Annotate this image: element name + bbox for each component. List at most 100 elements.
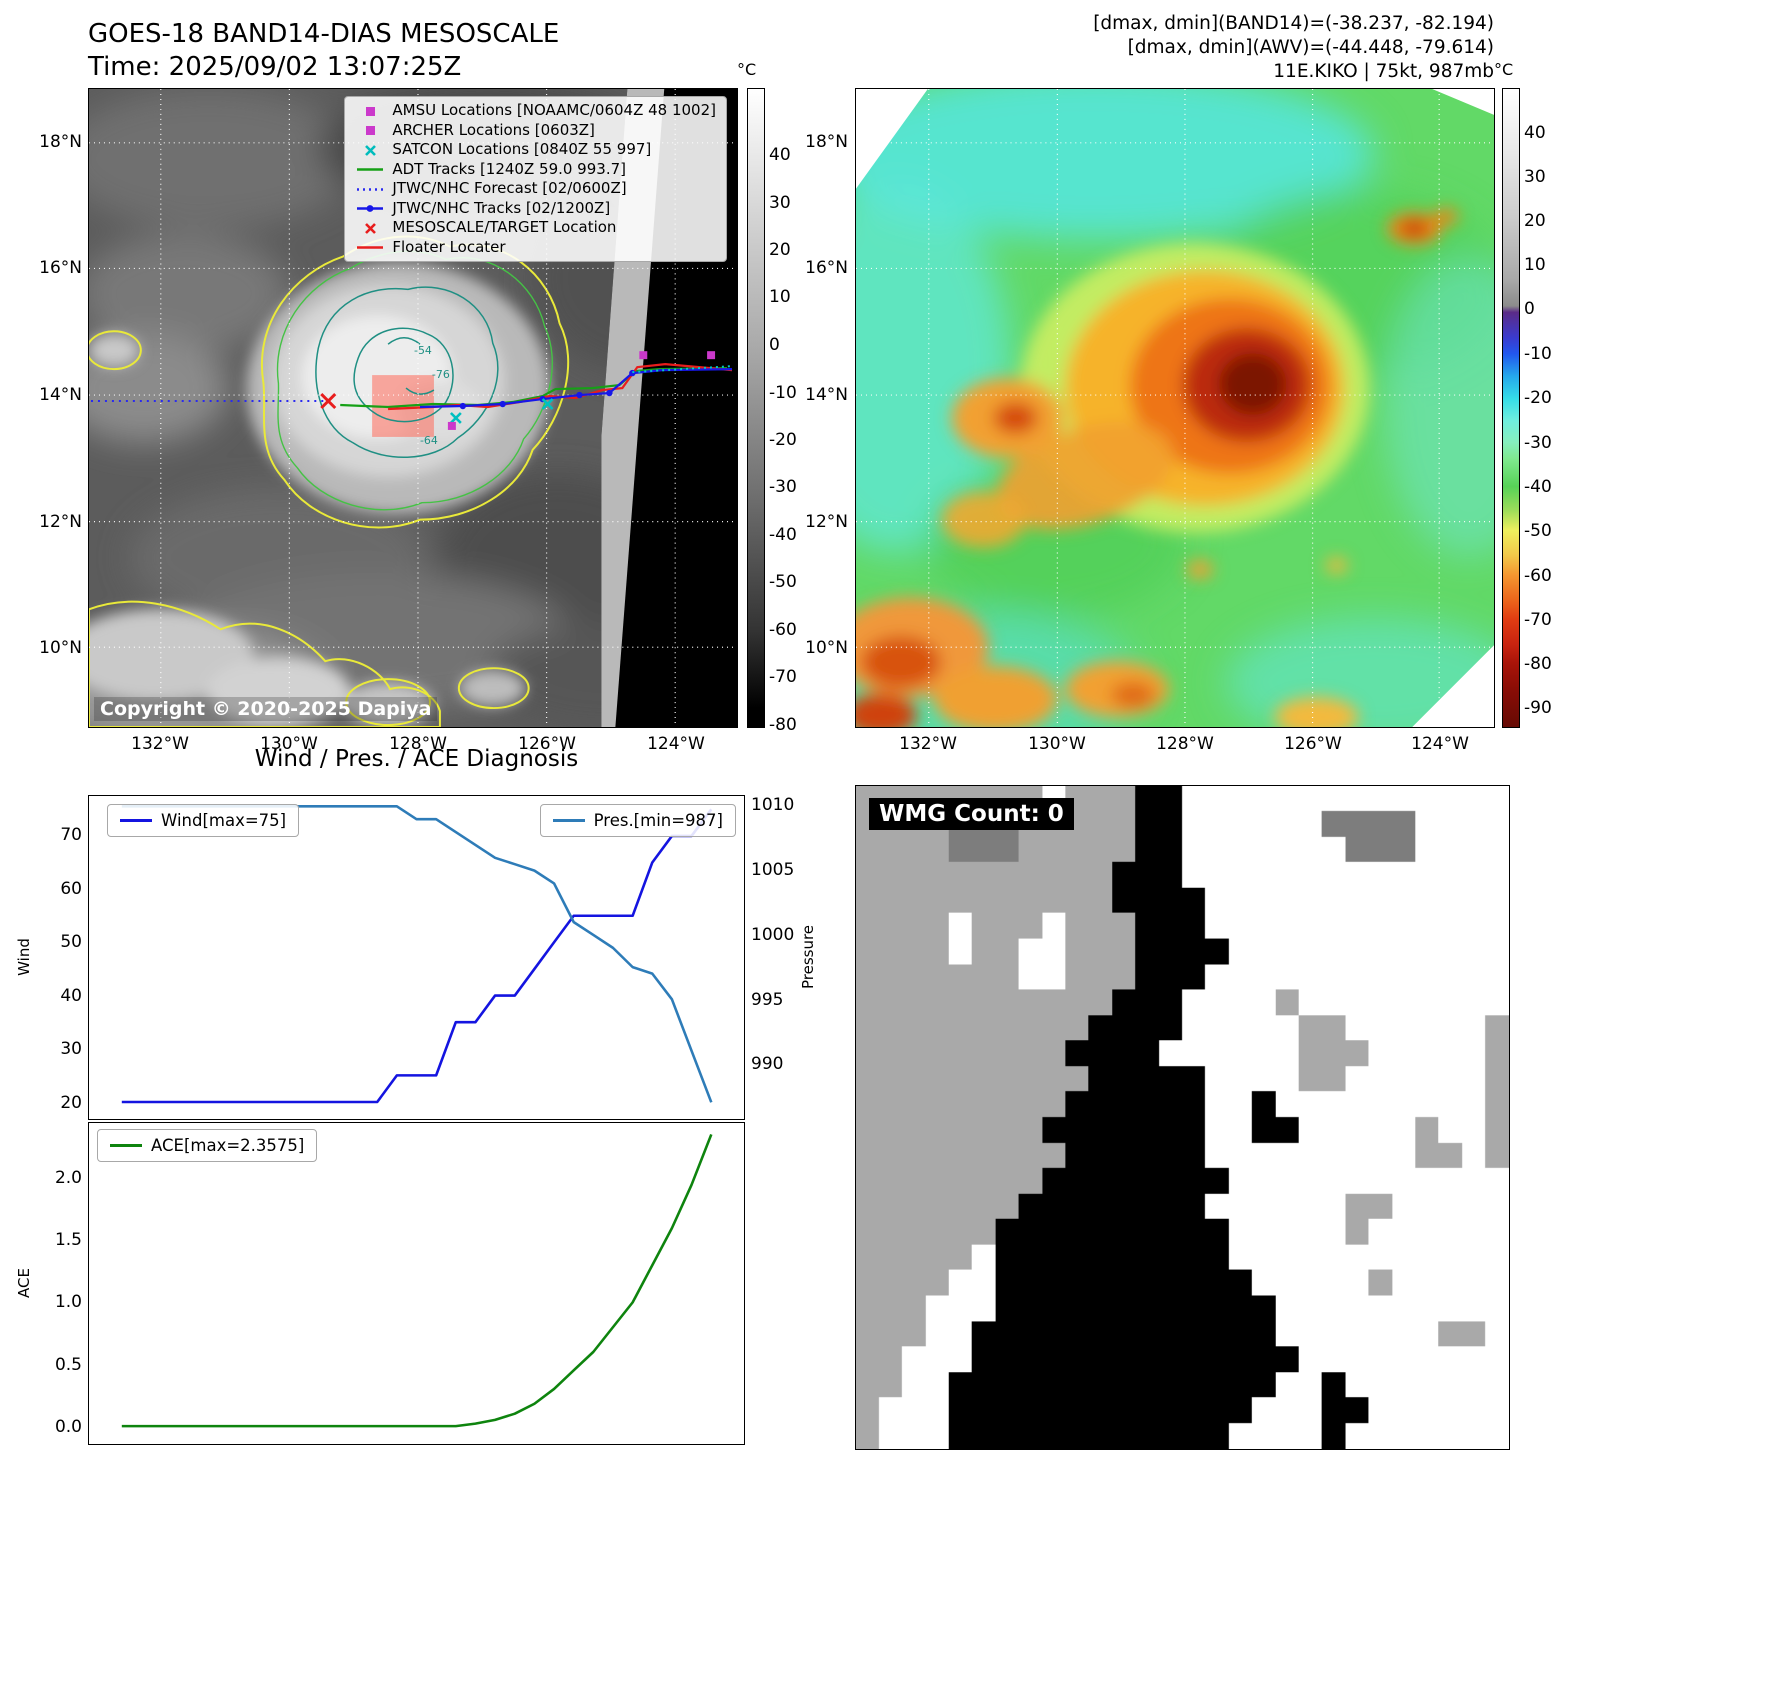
axis-tick-label: -40 bbox=[769, 524, 797, 545]
axis-tick-label: 124°W bbox=[647, 734, 705, 754]
jtwc-track-points bbox=[459, 369, 636, 410]
right-map-lon-axis: 132°W 130°W 128°W 126°W 124°W bbox=[855, 734, 1495, 756]
axis-tick-label: 60 bbox=[60, 878, 82, 899]
axis-tick-label: 70 bbox=[60, 825, 82, 846]
wind-pressure-plot bbox=[121, 805, 713, 1104]
legend-label: MESOSCALE/TARGET Location bbox=[392, 218, 617, 236]
axis-tick-label: 1.5 bbox=[54, 1230, 82, 1251]
mesoscale-target-x-marker bbox=[320, 392, 337, 410]
axis-tick-label: 1005 bbox=[751, 860, 795, 881]
legend-item: JTWC/NHC Tracks [02/1200Z] bbox=[355, 199, 716, 219]
axis-tick-label: 20 bbox=[60, 1092, 82, 1113]
legend-item: JTWC/NHC Forecast [02/0600Z] bbox=[355, 179, 716, 199]
axis-tick-label: 1.0 bbox=[54, 1292, 82, 1313]
square-marker-icon bbox=[355, 122, 385, 138]
legend-label: Floater Locater bbox=[392, 237, 506, 256]
charts-title: Wind / Pres. / ACE Diagnosis bbox=[254, 746, 579, 772]
axis-tick-label: 128°W bbox=[389, 734, 447, 754]
wmg-count-label: WMG Count: 0 bbox=[869, 798, 1074, 830]
contour-value-labels: -54 -76 -64 bbox=[414, 344, 450, 447]
axis-tick-label: -80 bbox=[769, 714, 797, 735]
ir-contours-yellow bbox=[89, 235, 570, 727]
axis-tick-label: 18°N bbox=[805, 132, 848, 153]
wind-legend-label: Wind[max=75] bbox=[161, 811, 287, 830]
wind-legend-swatch bbox=[120, 819, 152, 822]
axis-tick-label: 10 bbox=[1524, 255, 1546, 276]
legend-item: MESOSCALE/TARGET Location bbox=[355, 218, 716, 238]
dotted-marker-icon bbox=[355, 181, 385, 197]
goes18-band14-map: -54 -76 -64 bbox=[88, 88, 738, 728]
ace-axis-label: ACE bbox=[15, 1268, 33, 1298]
legend-label: ARCHER Locations [0603Z] bbox=[392, 120, 595, 139]
axis-tick-label: 0 bbox=[769, 335, 780, 356]
dmax-dmin-band14: [dmax, dmin](BAND14)=(-38.237, -82.194) bbox=[1093, 13, 1494, 34]
pres-legend-label: Pres.[min=987] bbox=[593, 811, 723, 830]
left-colorbar bbox=[747, 88, 765, 728]
legend-item: AMSU Locations [NOAAMC/0604Z 48 1002] bbox=[355, 101, 716, 121]
ace-legend-swatch bbox=[110, 1144, 142, 1147]
series-line bbox=[121, 808, 713, 1104]
left-colorbar-unit: °C bbox=[737, 60, 757, 79]
axis-tick-label: 30 bbox=[60, 1039, 82, 1060]
axis-tick-label: 126°W bbox=[518, 734, 576, 754]
axis-tick-label: 128°W bbox=[1156, 734, 1214, 754]
axis-tick-label: 30 bbox=[769, 192, 791, 213]
axis-tick-label: -60 bbox=[1524, 565, 1552, 586]
axis-tick-label: 40 bbox=[60, 985, 82, 1006]
axis-tick-label: 2.0 bbox=[54, 1168, 82, 1188]
deep-convection-blobs bbox=[856, 208, 1459, 727]
axis-tick-label: 20 bbox=[769, 239, 791, 260]
ace-y-axis: 0.0 0.5 1.0 1.5 2.0 bbox=[38, 1122, 82, 1445]
line-dot-marker-icon bbox=[355, 200, 385, 216]
left-panel-title-block: GOES-18 BAND14-DIAS MESOSCALE Time: 2025… bbox=[88, 18, 559, 84]
axis-tick-label: -20 bbox=[1524, 388, 1552, 409]
pres-legend-swatch bbox=[552, 819, 585, 822]
wind-pressure-chart: Wind[max=75] Pres.[min=987] bbox=[88, 795, 745, 1120]
legend-item: ARCHER Locations [0603Z] bbox=[355, 121, 716, 141]
map-legend: AMSU Locations [NOAAMC/0604Z 48 1002] ARC… bbox=[344, 96, 727, 262]
axis-tick-label: 0.0 bbox=[54, 1416, 82, 1437]
copyright-text: Copyright © 2020-2025 Dapiya bbox=[94, 697, 438, 721]
ir-contours-teal bbox=[315, 286, 499, 458]
axis-tick-label: 1010 bbox=[751, 795, 795, 816]
ace-legend: ACE[max=2.3575] bbox=[97, 1129, 318, 1162]
right-colorbar bbox=[1502, 88, 1520, 728]
legend-label: JTWC/NHC Forecast [02/0600Z] bbox=[392, 179, 627, 197]
ace-chart: ACE[max=2.3575] bbox=[88, 1122, 745, 1445]
ir-contours-green bbox=[276, 250, 553, 511]
left-map-lon-axis: 132°W 130°W 128°W 126°W 124°W bbox=[88, 734, 738, 756]
satcon-x-markers bbox=[449, 398, 554, 424]
axis-tick-label: 12°N bbox=[39, 511, 82, 532]
axis-tick-label: 40 bbox=[769, 145, 791, 166]
pressure-y-axis: 990 995 1000 1005 1010 bbox=[751, 795, 799, 1120]
line-marker-icon bbox=[355, 239, 385, 255]
enhanced-ir-map bbox=[855, 88, 1495, 728]
axis-tick-label: 995 bbox=[751, 989, 784, 1010]
legend-label: SATCON Locations [0840Z 55 997] bbox=[392, 140, 652, 158]
contour-label: -64 bbox=[420, 434, 438, 447]
axis-tick-label: -30 bbox=[1524, 432, 1552, 453]
enhanced-ir-image bbox=[856, 89, 1494, 727]
legend-label: ADT Tracks [1240Z 59.0 993.7] bbox=[392, 159, 626, 178]
axis-tick-label: 16°N bbox=[39, 258, 82, 279]
right-map-lat-axis: 18°N 16°N 14°N 12°N 10°N bbox=[790, 88, 848, 728]
square-marker-icon bbox=[355, 103, 385, 119]
axis-tick-label: -60 bbox=[769, 620, 797, 641]
axis-tick-label: 40 bbox=[1524, 122, 1546, 143]
axis-tick-label: 18°N bbox=[39, 132, 82, 153]
axis-tick-label: 132°W bbox=[131, 734, 189, 754]
axis-tick-label: 16°N bbox=[805, 258, 848, 279]
lat-lon-gridlines bbox=[856, 89, 1494, 727]
legend-label: AMSU Locations [NOAAMC/0604Z 48 1002] bbox=[392, 101, 716, 119]
axis-tick-label: 1000 bbox=[751, 924, 795, 945]
axis-tick-label: -80 bbox=[1524, 654, 1552, 674]
axis-tick-label: 14°N bbox=[39, 385, 82, 405]
axis-tick-label: -10 bbox=[1524, 343, 1552, 364]
axis-tick-label: 126°W bbox=[1284, 734, 1342, 754]
contour-label: -54 bbox=[414, 344, 432, 357]
legend-item: ADT Tracks [1240Z 59.0 993.7] bbox=[355, 160, 716, 180]
line-marker-icon bbox=[355, 161, 385, 177]
ace-plot bbox=[121, 1133, 713, 1428]
axis-tick-label: -10 bbox=[769, 382, 797, 403]
x-marker-icon bbox=[355, 142, 385, 158]
